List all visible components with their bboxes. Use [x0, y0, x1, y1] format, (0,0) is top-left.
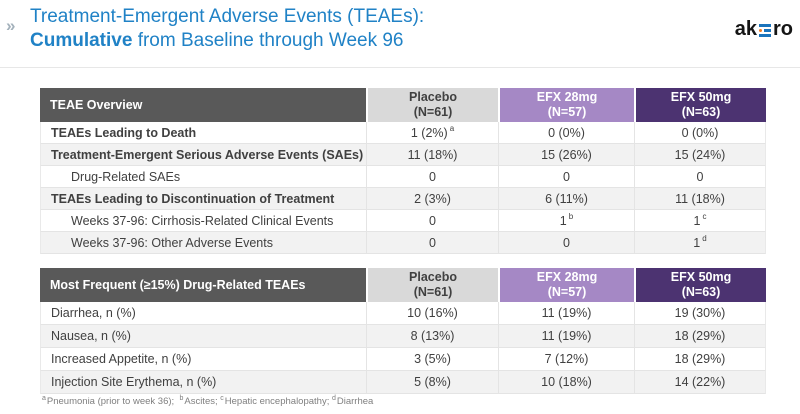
table-row: Weeks 37-96: Cirrhosis-Related Clinical …	[40, 210, 766, 232]
data-cell: 0	[366, 210, 498, 232]
row-label: Nausea, n (%)	[40, 325, 366, 348]
data-cell: 0 (0%)	[634, 122, 766, 144]
row-label: Drug-Related SAEs	[40, 166, 366, 188]
drug-related-teaes-table: Most Frequent (≥15%) Drug-Related TEAEs …	[40, 268, 766, 394]
table-row: TEAEs Leading to Death 1 (2%) a 0 (0%) 0 …	[40, 122, 766, 144]
footnote-marker: b	[179, 394, 184, 402]
row-label: Diarrhea, n (%)	[40, 302, 366, 325]
data-cell: 14 (22%)	[634, 371, 766, 394]
row-label: Injection Site Erythema, n (%)	[40, 371, 366, 394]
page-title-line2-rest: from Baseline through Week 96	[132, 30, 404, 51]
table-row: Treatment-Emergent Serious Adverse Event…	[40, 144, 766, 166]
data-cell: 15 (26%)	[498, 144, 634, 166]
data-cell: 7 (12%)	[498, 348, 634, 371]
table-row: Increased Appetite, n (%) 3 (5%) 7 (12%)…	[40, 348, 766, 371]
footnote-marker: c	[702, 212, 707, 222]
table-row: TEAEs Leading to Discontinuation of Trea…	[40, 188, 766, 210]
footnote-marker: a	[42, 394, 46, 402]
akero-epsilon-icon	[759, 24, 771, 37]
data-cell: 11 (18%)	[366, 144, 498, 166]
data-cell: 3 (5%)	[366, 348, 498, 371]
table-row: Injection Site Erythema, n (%) 5 (8%) 10…	[40, 371, 766, 394]
row-label: TEAEs Leading to Discontinuation of Trea…	[40, 188, 366, 210]
data-cell: 5 (8%)	[366, 371, 498, 394]
data-cell: 1 (2%) a	[366, 122, 498, 144]
data-cell: 19 (30%)	[634, 302, 766, 325]
akero-logo-text-left: ak	[734, 18, 757, 40]
data-cell: 18 (29%)	[634, 325, 766, 348]
data-cell: 0	[498, 232, 634, 254]
akero-logo-text-right: ro	[773, 18, 793, 40]
row-label: TEAEs Leading to Death	[40, 122, 366, 144]
page-title-line2: Cumulative from Baseline through Week 96	[30, 29, 424, 53]
footnote-marker: b	[568, 212, 574, 222]
data-cell: 11 (18%)	[634, 188, 766, 210]
data-cell: 6 (11%)	[498, 188, 634, 210]
data-cell: 18 (29%)	[634, 348, 766, 371]
column-header-efx28: EFX 28mg (N=57)	[498, 268, 634, 302]
table-row: Drug-Related SAEs 0 0 0	[40, 166, 766, 188]
page-title-line2-bold: Cumulative	[30, 30, 133, 51]
data-cell: 0	[498, 166, 634, 188]
column-header-most-frequent: Most Frequent (≥15%) Drug-Related TEAEs	[40, 268, 366, 302]
data-cell: 0	[366, 166, 498, 188]
teae-overview-table: TEAE Overview Placebo (N=61) EFX 28mg (N=5…	[40, 88, 766, 254]
page-title: Treatment-Emergent Adverse Events (TEAEs…	[30, 5, 424, 53]
footnote-marker: d	[331, 394, 336, 402]
table-header-row: TEAE Overview Placebo (N=61) EFX 28mg (N=5…	[40, 88, 766, 122]
title-divider	[0, 67, 800, 68]
data-cell: 15 (24%)	[634, 144, 766, 166]
row-label: Treatment-Emergent Serious Adverse Event…	[40, 144, 366, 166]
table-header-row: Most Frequent (≥15%) Drug-Related TEAEs …	[40, 268, 766, 302]
data-cell: 0 (0%)	[498, 122, 634, 144]
table-row: Diarrhea, n (%) 10 (16%) 11 (19%) 19 (30…	[40, 302, 766, 325]
akero-logo: ak ro	[735, 18, 793, 41]
data-cell: 2 (3%)	[366, 188, 498, 210]
column-header-efx50: EFX 50mg (N=63)	[634, 88, 766, 122]
footnote: aPneumonia (prior to week 36); bAscites;…	[42, 394, 374, 407]
data-cell: 0	[366, 232, 498, 254]
row-label: Increased Appetite, n (%)	[40, 348, 366, 371]
footnote-marker: a	[449, 124, 455, 134]
data-cell: 8 (13%)	[366, 325, 498, 348]
column-header-placebo: Placebo (N=61)	[366, 88, 498, 122]
footnote-marker: c	[220, 394, 224, 402]
data-cell: 10 (18%)	[498, 371, 634, 394]
column-header-placebo: Placebo (N=61)	[366, 268, 498, 302]
table-row: Nausea, n (%) 8 (13%) 11 (19%) 18 (29%)	[40, 325, 766, 348]
page-title-line1: Treatment-Emergent Adverse Events (TEAEs…	[30, 6, 425, 27]
column-header-efx28: EFX 28mg (N=57)	[498, 88, 634, 122]
data-cell: 0	[634, 166, 766, 188]
data-cell: 10 (16%)	[366, 302, 498, 325]
data-cell: 11 (19%)	[498, 325, 634, 348]
row-label: Weeks 37-96: Other Adverse Events	[40, 232, 366, 254]
column-header-efx50: EFX 50mg (N=63)	[634, 268, 766, 302]
footnote-marker: d	[702, 234, 707, 244]
data-cell: 11 (19%)	[498, 302, 634, 325]
double-chevron-icon: »	[6, 16, 16, 35]
row-label: Weeks 37-96: Cirrhosis-Related Clinical …	[40, 210, 366, 232]
column-header-teae-overview: TEAE Overview	[40, 88, 366, 122]
